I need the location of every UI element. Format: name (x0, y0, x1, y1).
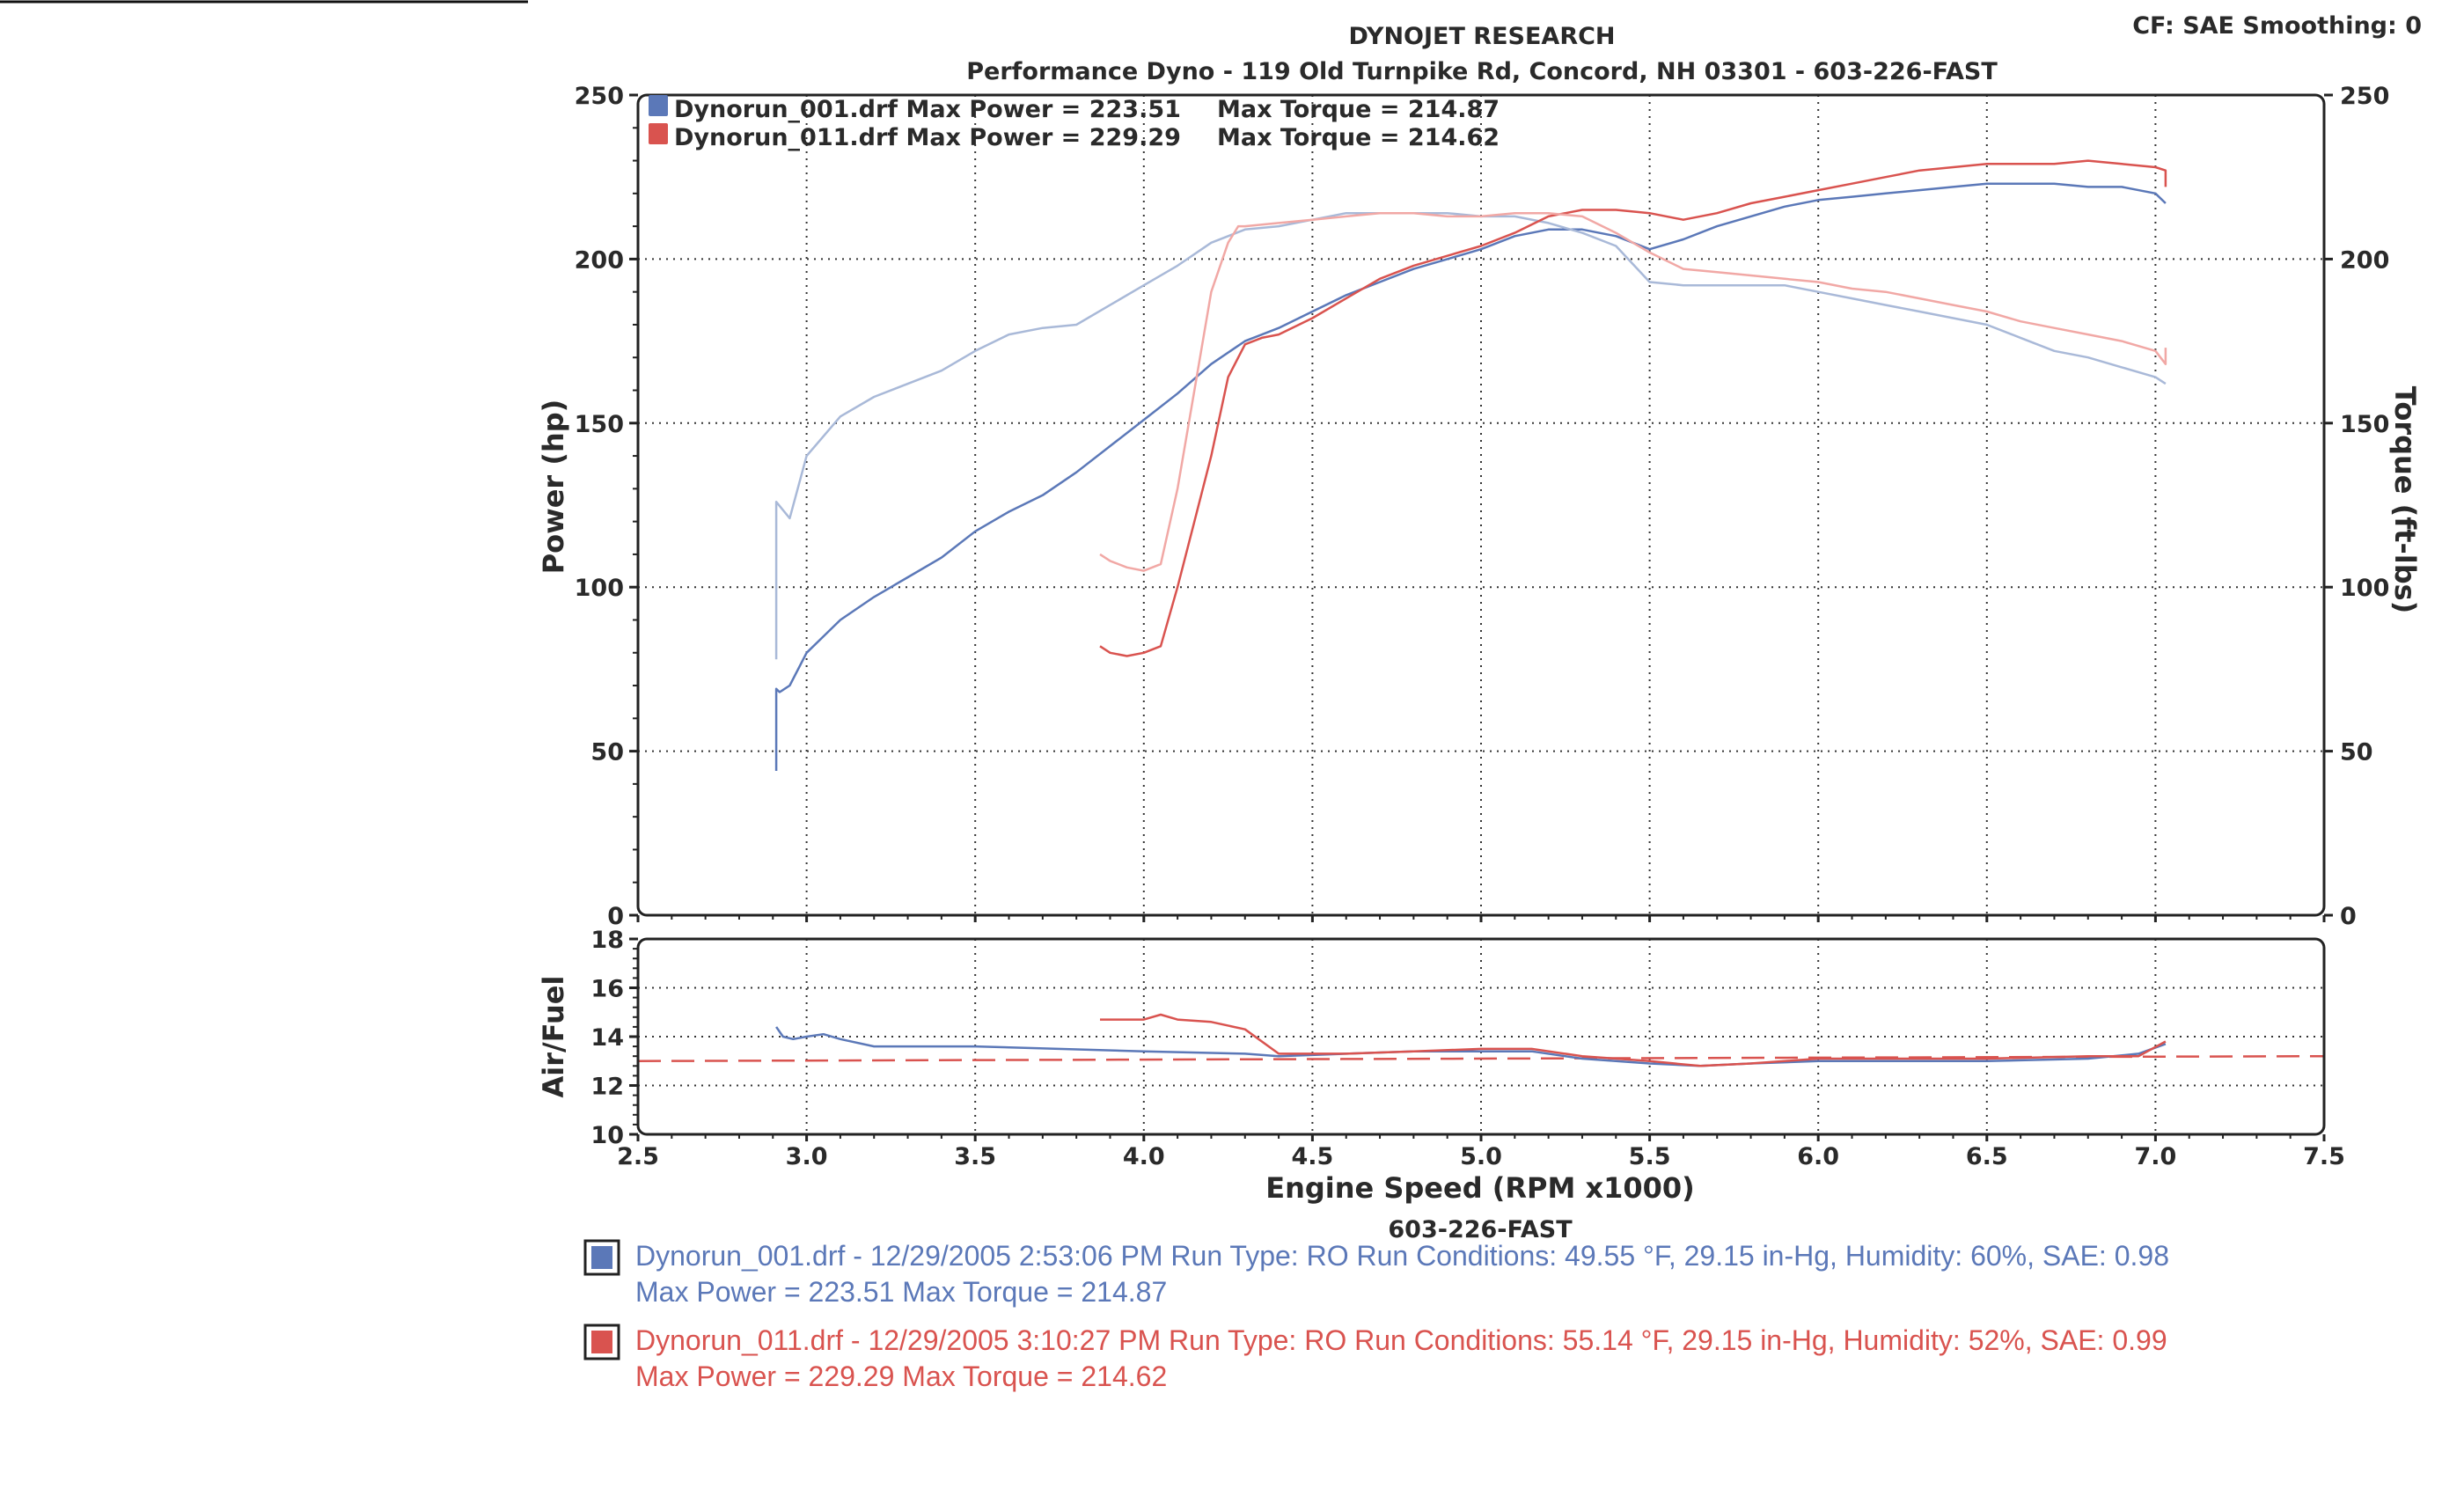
footer-swatch-run-011-frame (583, 1324, 620, 1360)
y2-tick-label: 100 (2340, 575, 2389, 602)
y-tick-label: 150 (575, 411, 624, 438)
y-tick-label: 200 (575, 246, 624, 274)
y-tick-label: 18 (590, 927, 624, 954)
legend-run-001-label: Dynorun_001.drf Max Power = 223.51 (674, 96, 1181, 123)
settings-readout: CF: SAE Smoothing: 0 (2132, 12, 2422, 40)
y-tick-label: 50 (590, 739, 624, 766)
footer-swatch-run-001-frame (583, 1239, 620, 1276)
footer-swatch-run-001 (591, 1246, 612, 1269)
x-tick-label: 3.5 (954, 1143, 996, 1170)
legend-swatch-run-001 (649, 95, 668, 116)
main-grid (638, 95, 2324, 915)
afr-grid (638, 939, 2324, 1134)
x-tick-label: 7.0 (2134, 1143, 2176, 1170)
y-axis-label-power: Power (hp) (537, 400, 570, 575)
x-tick-label: 6.5 (1966, 1143, 2008, 1170)
legend-swatch-run-011 (649, 123, 668, 144)
legend-run-001-torque: Max Torque = 214.87 (1217, 96, 1500, 123)
series-line-afr-run-011 (1100, 1013, 2167, 1067)
main-series (774, 159, 2167, 771)
y-tick-label: 12 (590, 1074, 624, 1101)
y-tick-label: 16 (590, 976, 624, 1003)
main-legend: Dynorun_001.drf Max Power = 223.51 Max T… (649, 95, 1500, 151)
x-axis-label: Engine Speed (RPM x1000) (1265, 1171, 1695, 1205)
y-axis-label-airfuel: Air/Fuel (537, 976, 570, 1098)
afr-series (637, 1013, 2325, 1067)
y-axis-label-torque: Torque (ft-lbs) (2388, 386, 2422, 614)
legend-run-011-torque: Max Torque = 214.62 (1217, 124, 1500, 151)
footer-swatch-run-011 (591, 1331, 612, 1353)
series-line-run-001-power (774, 182, 2167, 771)
footer-run-011: Dynorun_011.drf - 12/29/2005 3:10:27 PM … (583, 1324, 2167, 1392)
afr-ticks: 2.5 3.0 3.5 4.0 4.5 5.0 5.5 6.0 6.5 7.0 7.5 10 12 14 1… (590, 927, 2345, 1170)
y2-tick-label: 50 (2340, 739, 2373, 766)
y2-tick-label: 250 (2340, 83, 2389, 110)
legend-run-011-label: Dynorun_011.drf Max Power = 229.29 (674, 124, 1181, 151)
series-line-run-011-torque (1099, 211, 2167, 572)
chart-subtitle: Performance Dyno - 119 Old Turnpike Rd, … (966, 58, 1998, 85)
series-line-run-001-torque (774, 211, 2167, 660)
main-ticks: 0 50 100 150 200 250 0 50 100 150 200 250 (575, 83, 2390, 930)
y2-tick-label: 200 (2340, 246, 2389, 274)
y-tick-label: 100 (575, 575, 624, 602)
x-tick-label: 2.5 (617, 1143, 659, 1170)
series-line-run-011-power (1099, 159, 2167, 657)
x-tick-label: 6.0 (1797, 1143, 1839, 1170)
x-tick-label: 3.0 (786, 1143, 828, 1170)
y-tick-label: 14 (590, 1024, 624, 1052)
chart-title: DYNOJET RESEARCH (1348, 23, 1615, 50)
footer-run-001-line2: Max Power = 223.51 Max Torque = 214.87 (635, 1276, 1167, 1308)
y2-tick-label: 0 (2340, 903, 2357, 930)
x-tick-label: 4.5 (1291, 1143, 1333, 1170)
y-tick-label: 250 (575, 83, 624, 110)
footer-run-011-line2: Max Power = 229.29 Max Torque = 214.62 (635, 1360, 1167, 1392)
footer-run-001-line1: Dynorun_001.drf - 12/29/2005 2:53:06 PM … (635, 1240, 2169, 1272)
footer-run-001: Dynorun_001.drf - 12/29/2005 2:53:06 PM … (583, 1239, 2169, 1308)
y-tick-label: 0 (607, 903, 624, 930)
y2-tick-label: 150 (2340, 411, 2389, 438)
x-tick-label: 4.0 (1123, 1143, 1165, 1170)
footer-caption: 603-226-FAST (1388, 1216, 1573, 1243)
footer-run-011-line1: Dynorun_011.drf - 12/29/2005 3:10:27 PM … (635, 1324, 2167, 1356)
x-tick-label: 5.5 (1629, 1143, 1671, 1170)
x-tick-label: 5.0 (1460, 1143, 1502, 1170)
y-tick-label: 10 (590, 1122, 624, 1149)
x-tick-label: 7.5 (2303, 1143, 2345, 1170)
